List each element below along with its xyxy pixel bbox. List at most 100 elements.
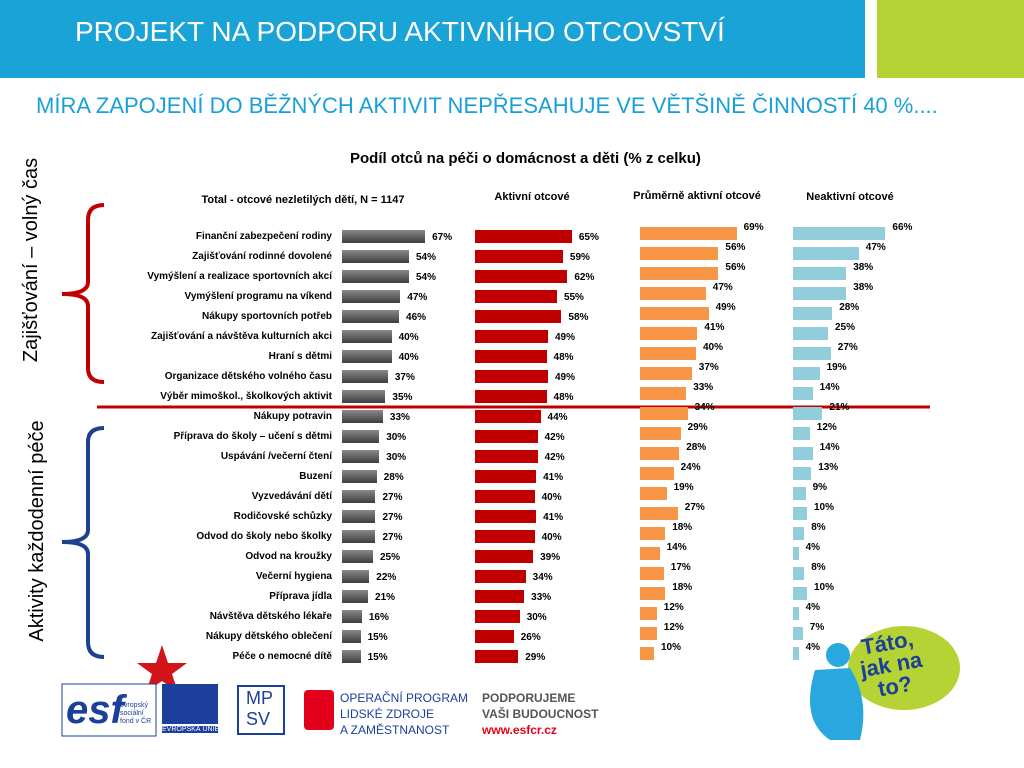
bar xyxy=(640,467,674,480)
op-text: OPERAČNÍ PROGRAM LIDSKÉ ZDROJE A ZAMĚSTN… xyxy=(340,690,468,738)
bar xyxy=(342,490,376,503)
bar xyxy=(475,590,525,603)
value-label: 47% xyxy=(865,242,886,253)
category-label: Buzení xyxy=(299,471,332,482)
esf-text: evropský sociální fond v ČR xyxy=(120,702,151,726)
value-label: 12% xyxy=(663,602,684,613)
bar xyxy=(793,387,813,400)
value-label: 19% xyxy=(673,482,694,493)
value-label: 13% xyxy=(818,462,839,473)
value-label: 4% xyxy=(805,542,821,553)
value-label: 67% xyxy=(432,232,453,243)
value-label: 15% xyxy=(367,652,388,663)
bar xyxy=(475,530,535,543)
bar xyxy=(793,327,828,340)
bar xyxy=(475,450,538,463)
value-label: 29% xyxy=(687,422,708,433)
bar xyxy=(793,267,847,280)
value-label: 33% xyxy=(693,382,714,393)
value-label: 49% xyxy=(715,302,736,313)
esf-line: fond v ČR xyxy=(120,718,152,725)
bar xyxy=(793,247,859,260)
bar xyxy=(640,627,657,640)
bar xyxy=(475,350,547,363)
value-label: 34% xyxy=(694,402,715,413)
value-label: 14% xyxy=(666,542,687,553)
value-label: 28% xyxy=(839,302,860,313)
support-line: VAŠI BUDOUCNOST xyxy=(482,707,599,721)
op-line: LIDSKÉ ZDROJE xyxy=(340,707,435,721)
value-label: 38% xyxy=(853,282,874,293)
mpsv-logo xyxy=(237,685,285,735)
value-label: 24% xyxy=(680,462,701,473)
value-label: 48% xyxy=(553,352,574,363)
bar xyxy=(475,470,537,483)
bar xyxy=(640,487,667,500)
category-label: Vyzvedávání dětí xyxy=(251,491,332,502)
esf-line: evropský xyxy=(120,702,149,709)
bar xyxy=(793,647,799,660)
value-label: 49% xyxy=(555,332,576,343)
bar xyxy=(640,307,709,320)
category-label: Vymýšlení programu na víkend xyxy=(184,291,332,302)
bar xyxy=(640,387,687,400)
value-label: 41% xyxy=(704,322,725,333)
bar xyxy=(475,270,568,283)
chart-title: Podíl otců na péči o domácnost a děti (%… xyxy=(350,150,701,167)
bar xyxy=(640,607,657,620)
bar xyxy=(342,630,361,643)
value-label: 41% xyxy=(543,472,564,483)
bar xyxy=(475,550,534,563)
value-label: 40% xyxy=(541,492,562,503)
value-label: 28% xyxy=(383,472,404,483)
figure xyxy=(826,643,850,667)
bar xyxy=(342,430,380,443)
bar xyxy=(475,570,526,583)
op-logo xyxy=(304,690,334,730)
bar xyxy=(640,247,719,260)
badge-text: Táto, jak na to? xyxy=(855,626,928,703)
bar xyxy=(793,547,799,560)
bar xyxy=(793,347,831,360)
category-label: Odvod do školy nebo školky xyxy=(196,531,332,542)
bar xyxy=(640,227,737,240)
value-label: 66% xyxy=(892,222,913,233)
value-label: 16% xyxy=(368,612,389,623)
bar xyxy=(475,610,520,623)
bar xyxy=(640,567,664,580)
value-label: 22% xyxy=(376,572,397,583)
value-label: 21% xyxy=(375,592,396,603)
category-label: Příprava jídla xyxy=(269,591,332,602)
value-label: 26% xyxy=(520,632,541,643)
category-label: Výběr mimoškol., školkových aktivit xyxy=(160,391,332,402)
bar xyxy=(342,390,386,403)
esf-logo xyxy=(61,683,157,737)
bar xyxy=(793,627,803,640)
op-line: A ZAMĚSTNANOST xyxy=(340,723,450,737)
bar xyxy=(475,330,548,343)
bar xyxy=(640,327,698,340)
bar xyxy=(640,647,654,660)
bar xyxy=(640,367,692,380)
subtitle: MÍRA ZAPOJENÍ DO BĚŽNÝCH AKTIVIT NEPŘESA… xyxy=(36,93,938,118)
value-label: 10% xyxy=(814,502,835,513)
value-label: 37% xyxy=(698,362,719,373)
value-label: 30% xyxy=(526,612,547,623)
panel-title: Neaktivní otcové xyxy=(806,191,894,203)
bar xyxy=(793,287,847,300)
value-label: 7% xyxy=(809,622,825,633)
value-label: 8% xyxy=(811,562,826,573)
bar xyxy=(640,507,678,520)
value-label: 4% xyxy=(805,602,821,613)
bar xyxy=(475,310,562,323)
bar xyxy=(793,407,823,420)
value-label: 54% xyxy=(415,272,436,283)
value-label: 28% xyxy=(686,442,707,453)
bar xyxy=(640,407,688,420)
bar xyxy=(793,227,886,240)
bar xyxy=(475,410,541,423)
value-label: 49% xyxy=(555,372,576,383)
eu-text: EVROPSKÁ UNIE xyxy=(162,726,220,733)
bar xyxy=(793,527,805,540)
